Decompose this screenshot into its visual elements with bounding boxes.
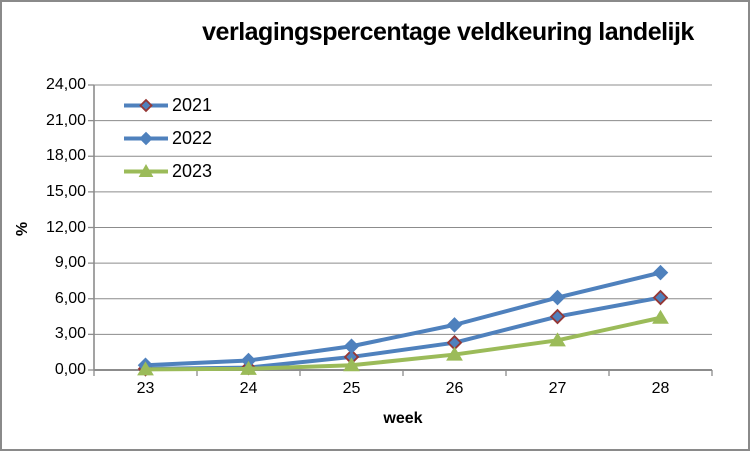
diamond-marker	[652, 264, 669, 281]
diamond-marker	[652, 289, 669, 306]
diamond-marker	[139, 131, 153, 146]
gridlines	[94, 84, 712, 335]
x-axis-title: week	[383, 410, 423, 427]
y-tick-label: 6,00	[54, 289, 86, 307]
y-tick-label: 21,00	[45, 111, 86, 129]
x-tick-label: 27	[548, 380, 567, 397]
x-tick-label: 23	[136, 380, 155, 397]
y-tick-label: 0,00	[54, 361, 86, 378]
legend-label: 2022	[172, 128, 213, 148]
x-tick-label: 24	[239, 380, 258, 397]
triangle-marker	[652, 309, 669, 324]
legend-swatch	[124, 131, 168, 146]
series-line	[143, 270, 663, 368]
legend-item-2023: 2023	[123, 155, 212, 188]
x-tick-label: 26	[445, 380, 464, 397]
diamond-marker	[343, 338, 360, 355]
y-tick-label: 24,00	[45, 76, 86, 93]
x-tick-label: 28	[651, 380, 670, 397]
triangle-marker	[446, 346, 463, 361]
legend-item-2022: 2022	[123, 122, 212, 155]
y-tick-label: 12,00	[45, 218, 86, 236]
y-tick-label: 18,00	[45, 147, 86, 165]
chart-title: verlagingspercentage veldkeuring landeli…	[202, 18, 694, 46]
series-line	[143, 315, 663, 372]
series-2022	[137, 264, 669, 374]
y-tick-label: 15,00	[45, 182, 86, 200]
triangle-marker	[138, 163, 154, 177]
triangle-marker	[343, 357, 360, 372]
diamond-marker	[446, 317, 463, 333]
legend-item-2021: 2021	[123, 89, 212, 122]
legend-swatch	[124, 163, 168, 177]
legend-swatch	[124, 98, 168, 113]
y-axis-title: %	[14, 221, 32, 237]
diamond-marker	[139, 98, 153, 113]
y-tick-label: 9,00	[54, 254, 86, 272]
x-tick-label: 25	[342, 380, 361, 397]
diamond-marker	[549, 308, 566, 325]
legend: 2021 2022 2023	[123, 89, 212, 188]
triangle-marker	[549, 332, 566, 347]
triangle-marker	[137, 361, 154, 376]
legend-label: 2023	[172, 161, 213, 181]
triangle-marker	[240, 360, 257, 375]
series-2023	[137, 309, 669, 376]
diamond-marker	[549, 289, 566, 306]
legend-label: 2021	[172, 95, 213, 115]
y-tick-label: 3,00	[54, 325, 86, 343]
